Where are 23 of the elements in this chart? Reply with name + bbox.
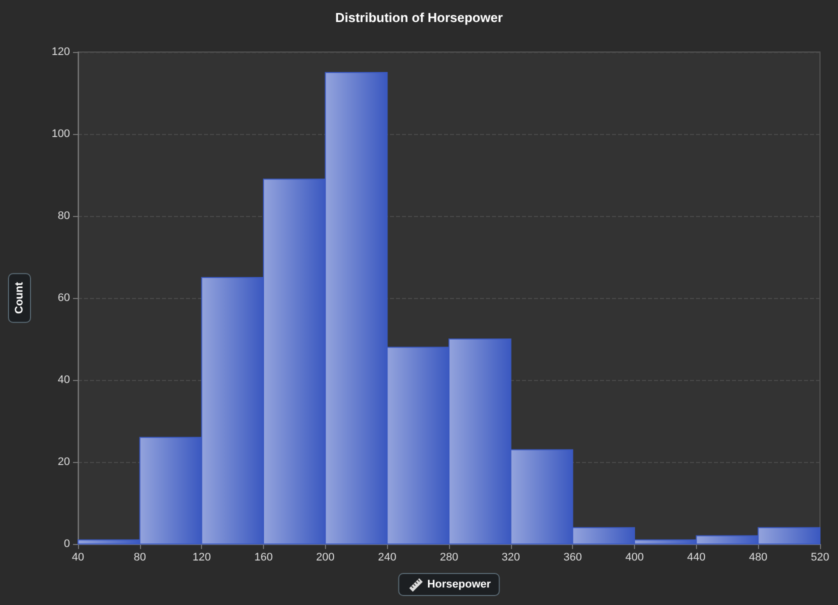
x-tick-label: 280: [440, 552, 458, 564]
y-tick-label: 120: [52, 46, 70, 58]
y-tick-label: 20: [58, 456, 70, 468]
y-tick-label: 40: [58, 374, 70, 386]
x-tick-label: 240: [378, 552, 396, 564]
chart-title: Distribution of Horsepower: [335, 10, 503, 25]
y-tick-label: 80: [58, 210, 70, 222]
y-tick-label: 0: [64, 538, 70, 550]
y-tick-label: 100: [52, 128, 70, 140]
x-tick-label: 520: [810, 552, 830, 564]
x-tick-label: 480: [748, 552, 768, 564]
x-tick-label: 200: [316, 552, 335, 564]
x-tick-label: 80: [134, 552, 146, 564]
x-tick-label: 320: [502, 552, 520, 564]
x-tick-label: 160: [254, 552, 273, 564]
x-tick-label: 400: [625, 552, 644, 564]
y-tick-label: 60: [58, 292, 70, 304]
x-tick-label: 440: [687, 552, 706, 564]
x-tick-label: 40: [72, 552, 84, 564]
x-tick-label: 360: [563, 552, 582, 564]
x-tick-label: 120: [192, 552, 211, 564]
x-axis-title: Horsepower: [427, 578, 492, 590]
y-axis-title: Count: [14, 282, 26, 314]
